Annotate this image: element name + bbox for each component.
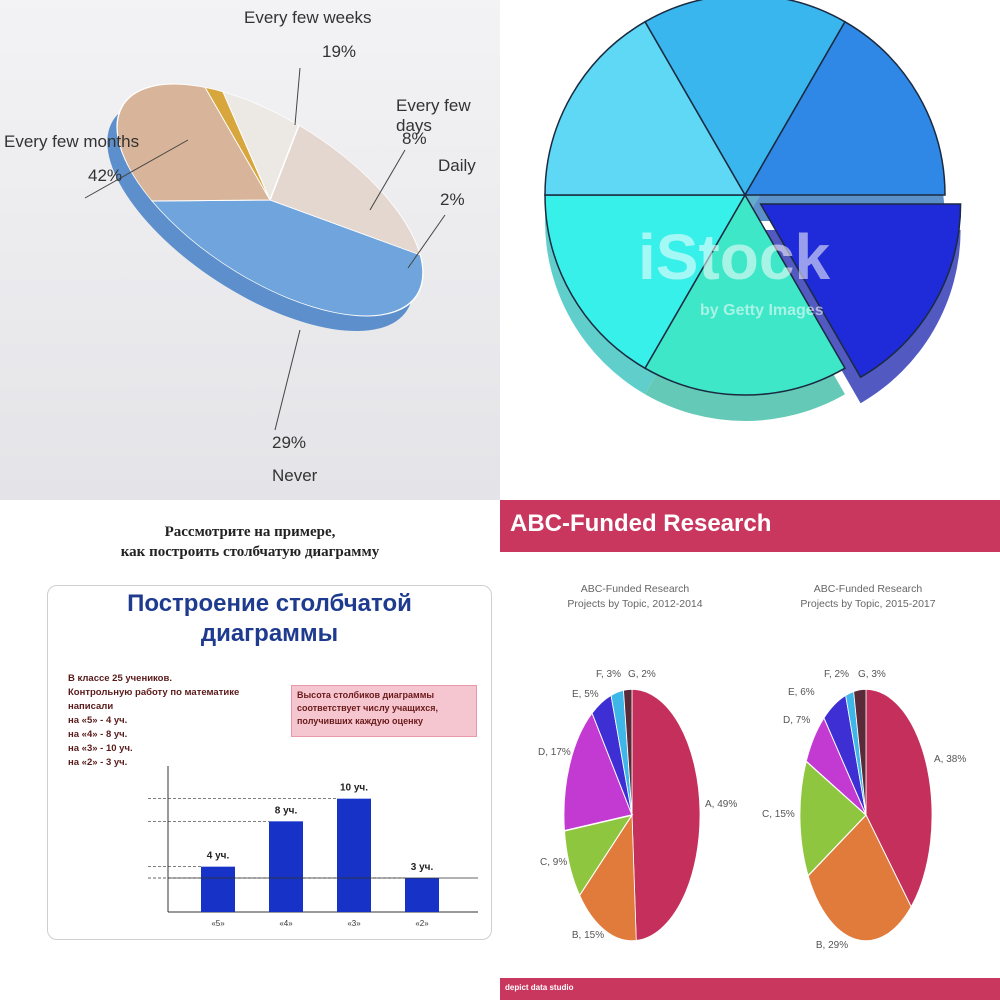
- label-never: Never: [272, 466, 318, 485]
- slide-heading-line-2: как построить столбчатую диаграмму: [120, 544, 380, 560]
- card-title-line-2: диаграммы: [200, 620, 339, 647]
- abc-slice-label: C, 15%: [762, 809, 795, 820]
- stock-slice: [759, 203, 962, 379]
- stock-slice: [643, 0, 847, 197]
- header-band: [500, 500, 1000, 552]
- note-box: Высота столбиков диаграммы соответствует…: [291, 685, 477, 737]
- bar-value-label: 3 уч.: [411, 862, 434, 873]
- bar-chart-slide: Рассмотрите на примере, как построить ст…: [0, 500, 500, 1000]
- abc-pies-svg: A, 49% B, 15% C, 9% D, 17% E, 5% F, 3% G, 2% A,…: [538, 669, 966, 951]
- bar-1: [201, 866, 235, 912]
- watermark-sub: by Getty Images: [700, 302, 824, 319]
- label-every-few-months: Every few months: [4, 132, 140, 151]
- stock-slice: [544, 194, 747, 370]
- bar-category-label: «5»: [211, 919, 225, 928]
- abc-slice-label: C, 9%: [540, 857, 567, 868]
- pct-every-few-weeks: 19%: [322, 42, 357, 61]
- header-title: ABC-Funded Research: [510, 510, 772, 537]
- abc-slice-label: A, 38%: [934, 754, 966, 765]
- leader-line: [84, 139, 189, 199]
- pct-daily: 2%: [440, 190, 465, 209]
- abc-slice-a-49: [631, 688, 701, 942]
- pct-every-few-months: 42%: [88, 166, 123, 185]
- bar-3: [337, 798, 371, 912]
- bar-value-label: 8 уч.: [275, 805, 298, 816]
- task-line: на «4» - 8 уч.: [68, 729, 128, 740]
- pie-group: [107, 83, 424, 332]
- bar-value-label: 10 уч.: [340, 783, 368, 794]
- stock-slice: [643, 193, 847, 396]
- task-text: В классе 25 учеников. Контрольную работу…: [68, 672, 239, 770]
- bar-2: [269, 821, 303, 912]
- bar-category-label: «4»: [279, 919, 293, 928]
- pie-chart-frequency-svg: [84, 67, 446, 431]
- watermark: iStock: [638, 221, 831, 293]
- task-line: В классе 25 учеников.: [68, 673, 172, 684]
- abc-slice-b-15: [579, 813, 637, 942]
- pct-never: 29%: [272, 433, 307, 452]
- abc-slice-label: F, 3%: [596, 669, 621, 680]
- pct-every-few-days: 8%: [402, 129, 427, 148]
- bar-category-label: «3»: [347, 919, 361, 928]
- pie-chart-frequency: Every few weeks 19% Every few days 8% Da…: [0, 0, 500, 500]
- abc-pie: [563, 688, 701, 942]
- label-every-few-days: Every few days: [396, 96, 471, 135]
- right-pie-title-line-2: Projects by Topic, 2015-2017: [800, 598, 936, 610]
- leader-line: [407, 214, 446, 269]
- abc-slice-label: B, 15%: [572, 930, 604, 941]
- abc-pie: [799, 688, 933, 942]
- card-title-line-1: Построение столбчатой: [127, 590, 412, 617]
- abc-slice-b-29: [807, 814, 912, 942]
- abc-slice-label: B, 29%: [816, 940, 848, 951]
- slide-card: Построение столбчатой диаграммы В классе…: [47, 585, 492, 940]
- abc-slice-label: E, 6%: [788, 687, 815, 698]
- abc-slice-d-17: [563, 712, 633, 832]
- task-line: на «3» - 10 уч.: [68, 743, 133, 754]
- abc-slice-label: D, 7%: [783, 715, 810, 726]
- leader-line: [369, 149, 406, 211]
- stock-pie-image: iStock by Getty Images: [500, 0, 1000, 500]
- pie-slice-never: [116, 83, 271, 202]
- bar-chart-svg: 4 уч. «5» 8 уч. «4» 10 уч. «3» 3 уч. «2»: [148, 766, 478, 928]
- left-pie-title-line-1: ABC-Funded Research: [580, 583, 690, 595]
- abc-slice-label: G, 2%: [628, 669, 656, 680]
- label-daily: Daily: [438, 156, 476, 175]
- stock-slice: [743, 20, 946, 196]
- stock-pie-svg: [544, 0, 962, 421]
- pie-slice-every-few-months: [151, 199, 424, 317]
- label-every-few-weeks: Every few weeks: [244, 8, 372, 27]
- abc-slice-c-15: [799, 760, 867, 877]
- bar-4: [405, 878, 439, 912]
- bar-category-label: «2»: [415, 919, 429, 928]
- pie-slice-every-few-weeks: [269, 124, 422, 256]
- abc-slice-g-3: [853, 688, 867, 816]
- slide-heading-line-1: Рассмотрите на примере,: [164, 524, 336, 540]
- left-pie-title: ABC-Funded Research Projects by Topic, 2…: [535, 582, 735, 612]
- task-line: Контрольную работу по математике: [68, 687, 240, 698]
- footer-band: [500, 978, 1000, 1000]
- task-line: на «5» - 4 уч.: [68, 715, 128, 726]
- abc-slice-g-2: [623, 688, 633, 816]
- leader-line: [274, 329, 301, 431]
- abc-slice-label: G, 3%: [858, 669, 886, 680]
- abc-research-slide: ABC-Funded Research ABC-Funded Research …: [500, 500, 1000, 1000]
- task-line: написали: [68, 701, 114, 712]
- stock-slice: [544, 20, 747, 196]
- right-pie-title-line-1: ABC-Funded Research: [813, 583, 923, 595]
- abc-slice-label: E, 5%: [572, 689, 599, 700]
- bar-value-label: 4 уч.: [207, 851, 230, 862]
- left-pie-title-line-2: Projects by Topic, 2012-2014: [567, 598, 703, 610]
- abc-slice-label: A, 49%: [705, 799, 737, 810]
- footer-text: depict data studio: [505, 983, 574, 992]
- abc-slice-a-38: [865, 688, 933, 908]
- right-pie-title: ABC-Funded Research Projects by Topic, 2…: [768, 582, 968, 612]
- abc-slice-label: F, 2%: [824, 669, 849, 680]
- abc-slice-label: D, 17%: [538, 747, 571, 758]
- task-line: на «2» - 3 уч.: [68, 757, 128, 768]
- leader-line: [294, 67, 301, 126]
